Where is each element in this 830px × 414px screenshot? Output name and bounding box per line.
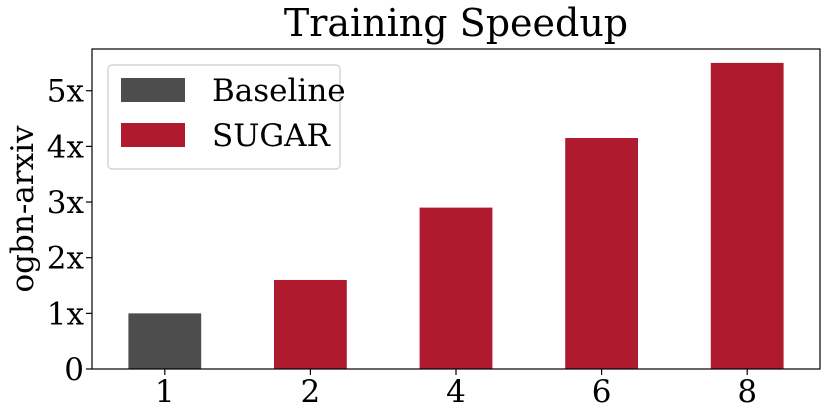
legend-swatch-sugar xyxy=(121,123,185,147)
x-tick-label-4: 4 xyxy=(446,374,466,410)
x-tick-label-2: 2 xyxy=(301,374,321,410)
y-tick-label-0: 0 xyxy=(64,352,84,388)
bar-8 xyxy=(710,62,784,369)
legend-label-sugar: SUGAR xyxy=(212,118,332,154)
y-tick-label-3: 3x xyxy=(47,185,85,221)
bar-4 xyxy=(419,207,493,369)
bar-6 xyxy=(565,138,638,369)
chart-title: Training Speedup xyxy=(284,1,628,45)
x-tick-label-6: 6 xyxy=(592,374,612,410)
bar-1 xyxy=(128,313,202,369)
y-tick-label-2: 2x xyxy=(47,241,85,277)
y-axis-label: ogbn-arxiv xyxy=(5,125,41,292)
y-tick-label-5: 5x xyxy=(47,74,85,110)
axes-group: 1 2 4 6 8 0 1x 2x 3x 4x 5x xyxy=(47,48,821,410)
legend-label-baseline: Baseline xyxy=(212,73,346,109)
bar-2 xyxy=(274,279,347,369)
y-tick-label-1: 1x xyxy=(47,296,85,332)
bars-group xyxy=(128,62,784,369)
x-tick-label-1: 1 xyxy=(155,374,175,410)
legend: Baseline SUGAR xyxy=(107,64,346,170)
x-tick-label-8: 8 xyxy=(737,374,757,410)
y-tick-label-4: 4x xyxy=(47,129,85,165)
legend-swatch-baseline xyxy=(121,78,185,102)
